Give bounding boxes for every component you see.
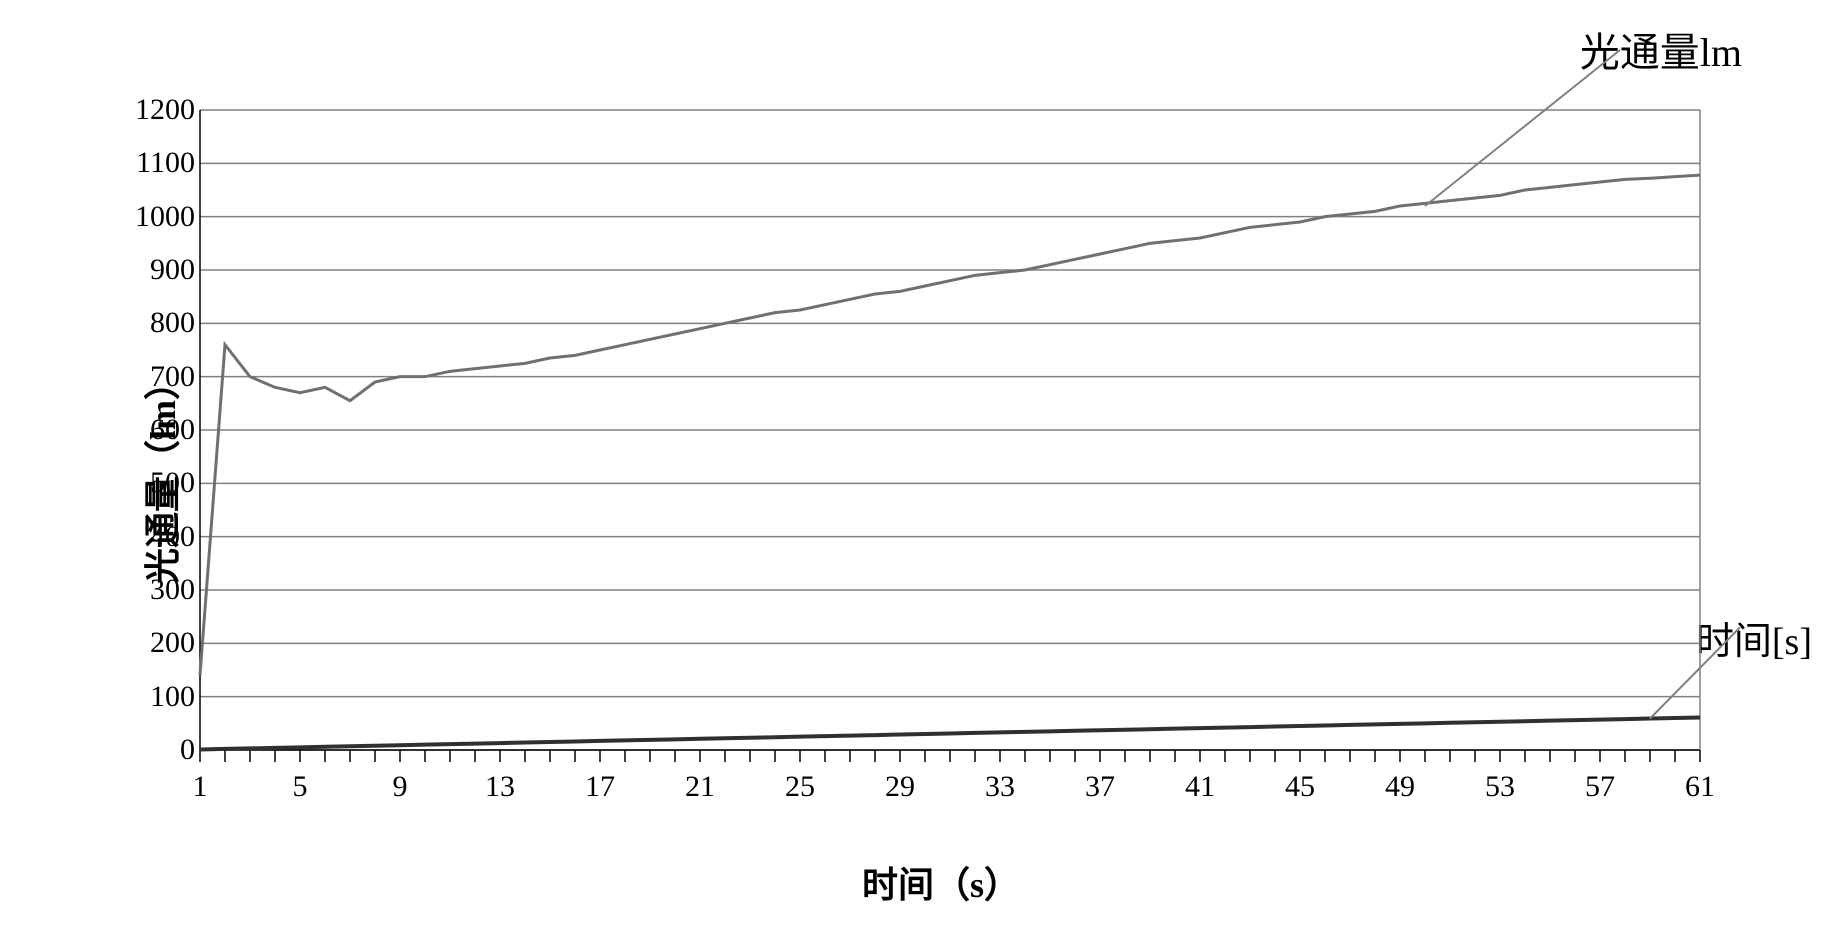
y-tick-label: 0 [130,733,195,767]
y-tick-label: 1000 [130,200,195,234]
y-tick-label: 800 [130,306,195,340]
y-tick-label: 500 [130,466,195,500]
plot-svg [200,110,1700,770]
x-tick-label: 49 [1385,770,1415,804]
x-tick-label: 33 [985,770,1015,804]
x-tick-label: 1 [193,770,208,804]
plot-area [200,110,1700,750]
y-tick-label: 400 [130,520,195,554]
y-tick-labels: 0100200300400500600700800900100011001200 [130,110,195,750]
x-tick-label: 5 [293,770,308,804]
y-tick-label: 600 [130,413,195,447]
x-tick-label: 53 [1485,770,1515,804]
y-tick-label: 700 [130,360,195,394]
x-tick-label: 17 [585,770,615,804]
series1-callout-label: 光通量lm [1580,20,1742,78]
x-tick-label: 25 [785,770,815,804]
x-tick-label: 61 [1685,770,1715,804]
y-tick-label: 1100 [130,146,195,180]
y-tick-label: 900 [130,253,195,287]
y-tick-label: 200 [130,626,195,660]
x-tick-label: 41 [1185,770,1215,804]
y-tick-label: 1200 [130,93,195,127]
x-tick-label: 13 [485,770,515,804]
x-tick-labels: 15913172125293337414549535761 [200,770,1700,810]
series2-callout-label: 时间[s] [1696,610,1812,665]
series-luminous-flux [200,175,1700,675]
x-tick-label: 21 [685,770,715,804]
x-tick-label: 9 [393,770,408,804]
series-time [200,717,1700,749]
y-tick-label: 300 [130,573,195,607]
callout-line-series2 [1650,627,1740,718]
x-tick-label: 45 [1285,770,1315,804]
chart-container: 光通量（lm） 光通量lm 时间[s] 01002003004005006007… [20,20,1842,928]
y-tick-label: 100 [130,680,195,714]
x-tick-label: 29 [885,770,915,804]
x-tick-label: 37 [1085,770,1115,804]
x-axis-label: 时间（s） [862,856,1020,908]
x-tick-label: 57 [1585,770,1615,804]
